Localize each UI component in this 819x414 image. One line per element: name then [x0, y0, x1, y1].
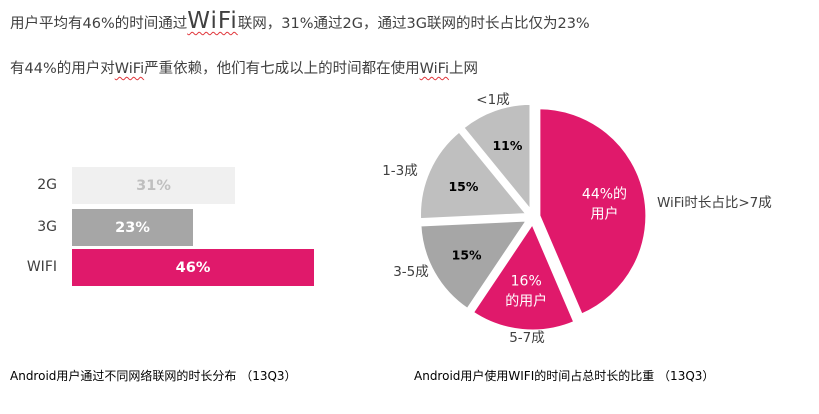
bar-wifi: 46% [72, 249, 314, 286]
pie-value-label-3-5: 15% [452, 247, 482, 262]
pie-chart-caption: Android用户使用WIFI的时间占总时长的比重 （13Q3） [414, 369, 715, 383]
bar-category-label-2g: 2G [37, 177, 57, 193]
headline-1-post: 联网，31%通过2G，通过3G联网的时长占比仅为23% [237, 16, 590, 32]
headline-1: 用户平均有46%的时间通过WiFi联网，31%通过2G，通过3G联网的时长占比仅… [10, 8, 590, 34]
pie-category-label-lt1: <1成 [476, 92, 509, 108]
headline-2-wifi: WiFi [114, 61, 145, 77]
bar-2g: 31% [72, 167, 235, 204]
headline-2-wifi2: WiFi [419, 61, 449, 77]
pie-slice-1-3 [418, 128, 531, 222]
pie-value-label-gt7: 44%的用户 [582, 186, 627, 222]
headline-1-pre: 用户平均有46%的时间通过 [10, 16, 188, 32]
pie-value-label-lt1: 11% [492, 138, 522, 153]
pie-category-label-3-5: 3-5成 [393, 264, 429, 280]
bar-chart-caption: Android用户通过不同网络联网的时长分布 （13Q3） [10, 369, 297, 383]
pie-value-label-1-3: 15% [448, 179, 478, 194]
headline-2-pre: 有44%的用户对 [10, 61, 115, 77]
bar-value-label-3g: 23% [115, 219, 150, 236]
bar-3g: 23% [72, 209, 193, 246]
pie-slice-3-5 [418, 218, 531, 312]
bar-category-label-wifi: WIFI [26, 259, 57, 275]
pie-value-label-5-7: 16%的用户 [505, 274, 547, 310]
pie-category-label-5-7: 5-7成 [509, 330, 545, 346]
pie-slice-lt1 [460, 101, 533, 216]
pie-category-label-1-3: 1-3成 [382, 163, 418, 179]
headline-2-post: 上网 [448, 61, 478, 77]
headline-2: 有44%的用户对WiFi严重依赖，他们有七成以上的时间都在使用WiFi上网 [10, 57, 478, 78]
headline-2-mid: 严重依赖，他们有七成以上的时间都在使用 [144, 61, 420, 77]
bar-category-label-3g: 3G [37, 219, 57, 235]
pie-slice-5-7 [470, 219, 577, 333]
bar-value-label-wifi: 46% [175, 259, 211, 276]
bar-value-label-2g: 31% [136, 177, 171, 194]
pie-slice-gt7 [537, 106, 649, 318]
headline-1-wifi: WiFi [187, 8, 238, 34]
pie-category-label-gt7: WiFi时长占比>7成 [657, 195, 772, 211]
pie-chart: 44%的用户 WiFi时长占比>7成 16%的用户 5-7成 15% 3-5成 15% 1-3… [382, 92, 772, 346]
